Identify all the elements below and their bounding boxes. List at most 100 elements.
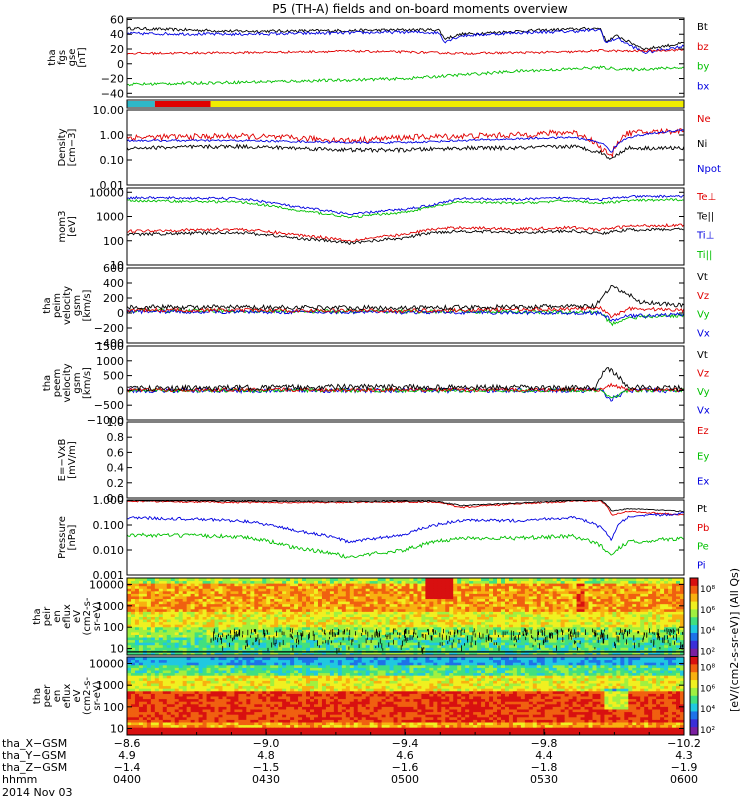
spectrogram-cell — [325, 583, 331, 587]
spectrogram-cell — [556, 588, 562, 592]
spectrogram-cell — [258, 588, 263, 592]
spectrogram-cell — [238, 621, 243, 625]
spectrogram-cell — [154, 677, 160, 681]
spectrogram-cell — [202, 634, 208, 638]
spectrogram-cell — [668, 595, 673, 600]
spectrogram-cell — [636, 613, 641, 617]
spectrogram-cell — [329, 588, 335, 592]
spectrogram-cell — [441, 626, 446, 630]
spectrogram-cell — [453, 647, 458, 651]
series-peim-Vz — [126, 305, 685, 319]
spectrogram-cell — [178, 680, 184, 684]
spectrogram-cell — [361, 611, 367, 615]
spectrogram-cell — [190, 698, 196, 702]
spectrogram-cell — [282, 616, 287, 620]
spectrogram-cell — [294, 593, 299, 597]
spectrogram-cell — [672, 652, 677, 656]
spectrogram-cell — [182, 585, 188, 589]
spectrogram-cell — [624, 583, 629, 587]
spectrogram-cell — [286, 611, 291, 615]
spectrogram-cell — [548, 590, 554, 594]
spectrogram-cell — [190, 595, 196, 600]
spectrogram-cell — [656, 616, 661, 620]
spectrogram-cell — [234, 580, 239, 584]
spectrogram-cell — [608, 642, 613, 646]
y-axis-label: [mV/m] — [67, 441, 78, 479]
spectrogram-cell — [361, 580, 367, 584]
spectrogram-cell — [385, 595, 391, 600]
spectrogram-cell — [473, 598, 478, 602]
spectrogram-cell — [644, 624, 649, 628]
spectrogram-cell — [644, 606, 649, 610]
spectrogram-cell — [298, 621, 303, 625]
spectrogram-cell — [652, 603, 657, 607]
spectrogram-cell — [138, 613, 144, 617]
spectrogram-cell — [246, 637, 251, 641]
legend-density-0: Ne — [697, 114, 711, 125]
spectrogram-cell — [134, 727, 140, 731]
spectrogram-cell — [174, 595, 180, 600]
spectrogram-cell — [150, 616, 156, 620]
spectrogram-cell — [616, 595, 621, 600]
spectrogram-cell — [568, 626, 574, 630]
spectrogram-cell — [138, 608, 144, 612]
spectrogram-cell — [286, 613, 291, 617]
spectrogram-cell — [361, 631, 367, 635]
spectrogram-cell — [337, 606, 343, 610]
spectrogram-cell — [138, 647, 144, 651]
spectrogram-cell — [429, 578, 434, 582]
spectrogram-cell — [389, 634, 395, 638]
spectrogram-cell — [150, 588, 156, 592]
spectrogram-cell — [190, 667, 196, 671]
spectrogram-cell — [349, 619, 355, 623]
spectrogram-cell — [182, 662, 188, 666]
spectrogram-cell — [636, 637, 641, 641]
spectrogram-cell — [457, 588, 462, 592]
spectrogram-cell — [672, 608, 677, 612]
spectrogram-cell — [150, 701, 156, 705]
spectrogram-cell — [262, 603, 267, 607]
spectrogram-cell — [146, 593, 152, 597]
spectrogram-cell — [146, 631, 152, 635]
spectrogram-cell — [481, 583, 486, 587]
spectrogram-cell — [624, 603, 629, 607]
spectrogram-cell — [210, 593, 216, 597]
spectrogram-cell — [473, 593, 478, 597]
spectrogram-cell — [170, 706, 176, 710]
spectrogram-cell — [584, 606, 590, 610]
spectrogram-cell — [616, 652, 621, 656]
spectrogram-cell — [357, 595, 363, 600]
spectrogram-cell — [485, 626, 490, 630]
spectrogram-cell — [158, 680, 164, 684]
spectrogram-cell — [493, 590, 498, 594]
spectrogram-cell — [325, 644, 331, 648]
spectrogram-cell — [337, 616, 343, 620]
spectrogram-cell — [234, 613, 239, 617]
spectrogram-cell — [162, 603, 168, 607]
spectrogram-cell — [536, 585, 542, 589]
spectrogram-cell — [298, 626, 303, 630]
spectrogram-cell — [648, 619, 653, 623]
spectrogram-cell — [664, 619, 669, 623]
spectrogram-cell — [672, 631, 677, 635]
spectrogram-cell — [198, 588, 204, 592]
spectrogram-cell — [516, 629, 522, 633]
series-temp-Ti⊥ — [126, 194, 685, 216]
spectrogram-cell — [592, 611, 597, 615]
spectrogram-cell — [246, 619, 251, 623]
spectrogram-cell — [266, 634, 271, 638]
spectrogram-cell — [425, 639, 430, 643]
spectrogram-cell — [536, 634, 542, 638]
spectrogram-cell — [421, 644, 426, 648]
spectrogram-cell — [425, 647, 430, 651]
spectrogram-cell — [405, 639, 410, 643]
spectrogram-cell — [540, 613, 546, 617]
spectrogram-cell — [485, 603, 490, 607]
spectrogram-cell — [672, 639, 677, 643]
spectrogram-cell — [142, 578, 148, 582]
spectrogram-cell — [648, 644, 653, 648]
spectrogram-cell — [333, 644, 339, 648]
spectrogram-cell — [564, 603, 570, 607]
spectrogram-cell — [596, 593, 601, 597]
spectrogram-cell — [258, 590, 263, 594]
